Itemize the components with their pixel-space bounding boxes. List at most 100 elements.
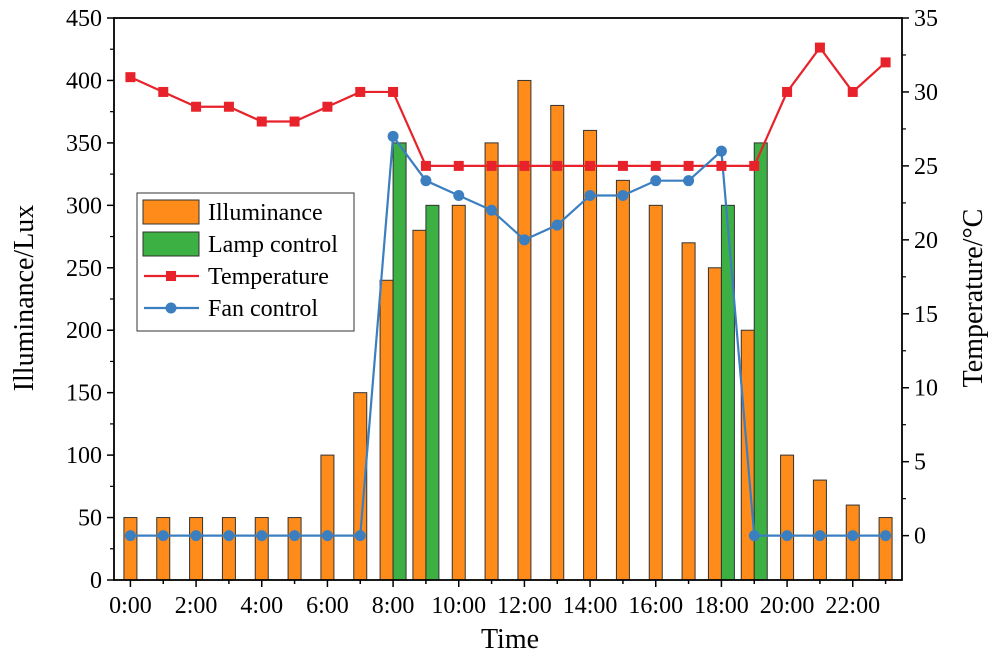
fan-control-point — [617, 189, 629, 201]
axes: 0 50 100 150 200 250 300 350 400 450 0 5 10 15 20 25 30 3… — [66, 6, 938, 619]
illuminance-bar — [156, 517, 171, 581]
y-tick-label: 300 — [66, 193, 102, 219]
y-tick-label: 0 — [90, 568, 102, 594]
temperature-point — [223, 101, 234, 112]
fan-control-point — [321, 530, 333, 542]
x-tick-label: 18:00 — [694, 593, 749, 619]
temperature-point — [388, 86, 399, 97]
x-tick-label: 4:00 — [240, 593, 283, 619]
temperature-point — [650, 160, 661, 171]
illuminance-bar — [123, 517, 138, 581]
legend-marker-3 — [165, 302, 177, 314]
fan-control-point — [650, 175, 662, 187]
temperature-point — [289, 116, 300, 127]
fan-control-point — [124, 530, 136, 542]
fan-control-point — [781, 530, 793, 542]
fan-control-point — [814, 530, 826, 542]
y-tick-label: 100 — [66, 443, 102, 469]
fan-control-point — [551, 219, 563, 231]
temperature-point — [552, 160, 563, 171]
x-tick-label: 12:00 — [497, 593, 552, 619]
temperature-point — [782, 86, 793, 97]
legend-label-1: Lamp control — [208, 232, 338, 258]
temperature-point — [453, 160, 464, 171]
illuminance-bar — [878, 517, 893, 581]
fan-control-point — [387, 130, 399, 142]
temperature-point — [322, 101, 333, 112]
illuminance-bar — [648, 204, 663, 581]
lamp-control-bar — [425, 204, 440, 581]
illuminance-bar — [517, 79, 532, 581]
legend-marker-2 — [166, 271, 176, 281]
fan-control-point — [518, 234, 530, 246]
legend-swatch-1 — [142, 231, 200, 257]
y2-tick-label: 10 — [914, 376, 938, 402]
temperature-point — [125, 72, 136, 83]
illuminance-bar — [707, 267, 722, 581]
y-tick-label: 200 — [66, 318, 102, 344]
x-tick-label: 14:00 — [563, 593, 618, 619]
temperature-point — [519, 160, 530, 171]
x-tick-label: 8:00 — [372, 593, 415, 619]
fan-control-point — [420, 175, 432, 187]
temperature-point — [847, 86, 858, 97]
illuminance-bar — [845, 504, 860, 581]
legend-swatch-0 — [142, 199, 200, 225]
temperature-point — [716, 160, 727, 171]
temperature-point — [486, 160, 497, 171]
temperature-point — [355, 86, 366, 97]
legend: Illuminance Lamp control Temperature Fan co… — [136, 192, 355, 332]
y2-tick-label: 35 — [914, 6, 938, 32]
y-tick-label: 50 — [78, 506, 102, 532]
y-tick-label: 450 — [66, 6, 102, 32]
y-axis-label: Illuminance/Lux — [9, 205, 40, 392]
y2-tick-label: 15 — [914, 302, 938, 328]
illuminance-bar — [320, 454, 335, 581]
temperature-point — [814, 42, 825, 53]
illuminance-bar — [615, 179, 630, 581]
x-tick-label: 2:00 — [175, 593, 218, 619]
lamp-control-bar — [392, 142, 407, 581]
x-tick-label: 10:00 — [431, 593, 486, 619]
fan-control-point — [223, 530, 235, 542]
temperature-point — [585, 160, 596, 171]
lamp-control-bar — [753, 142, 768, 581]
illuminance-bar — [812, 479, 827, 581]
fan-control-point — [486, 204, 498, 216]
x-tick-label: 6:00 — [306, 593, 349, 619]
fan-control-point — [190, 530, 202, 542]
fan-control-point — [256, 530, 268, 542]
fan-control-point — [289, 530, 301, 542]
temperature-point — [420, 160, 431, 171]
temperature-line — [129, 45, 887, 167]
fan-control-point — [354, 530, 366, 542]
y2-tick-label: 5 — [914, 450, 926, 476]
illuminance-bar — [254, 517, 269, 581]
illuminance-bar — [780, 454, 795, 581]
temperature-point — [191, 101, 202, 112]
illuminance-bar — [412, 229, 427, 581]
temperature-point — [880, 57, 891, 68]
x-tick-label: 22:00 — [825, 593, 880, 619]
lamp-control-bar — [720, 204, 735, 581]
fan-control-point — [880, 530, 892, 542]
x-tick-label: 20:00 — [760, 593, 815, 619]
temperature-point — [617, 160, 628, 171]
illuminance-bar — [221, 517, 236, 581]
x-axis-label: Time — [481, 624, 539, 655]
fan-control-point — [453, 189, 465, 201]
illuminance-bar — [550, 104, 565, 581]
illuminance-bar — [189, 517, 204, 581]
y2-tick-label: 25 — [914, 154, 938, 180]
y-tick-label: 150 — [66, 381, 102, 407]
legend-label-3: Fan control — [208, 296, 318, 322]
legend-label-2: Temperature — [208, 264, 329, 290]
x-tick-label: 0:00 — [109, 593, 152, 619]
temperature-point — [256, 116, 267, 127]
illuminance-bar — [379, 279, 394, 581]
illuminance-bar — [287, 517, 302, 581]
y-tick-label: 250 — [66, 256, 102, 282]
fan-control-point — [157, 530, 169, 542]
fan-control-point — [715, 145, 727, 157]
